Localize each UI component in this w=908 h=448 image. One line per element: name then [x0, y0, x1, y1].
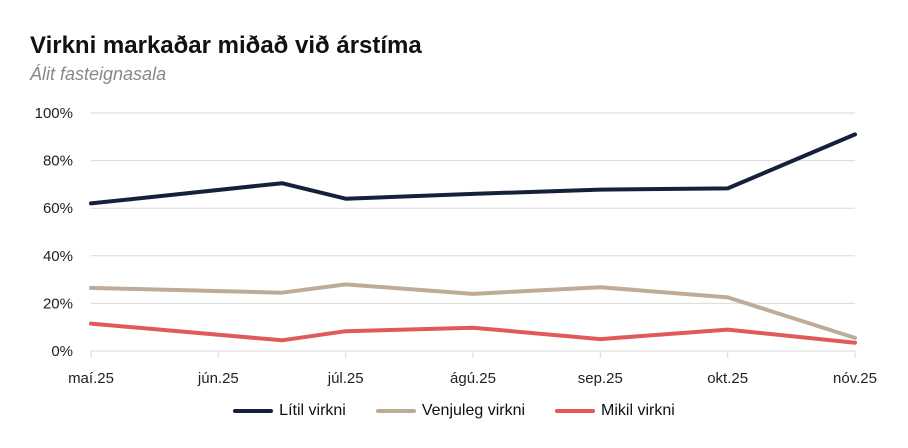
chart-title: Virkni markaðar miðað við árstíma [30, 32, 422, 59]
legend-item-venjuleg: Venjuleg virkni [375, 402, 526, 420]
x-tick-label: nóv.25 [833, 370, 877, 387]
legend-label: Mikil virkni [601, 402, 675, 419]
y-tick-label: 0% [51, 343, 73, 360]
legend-item-litil: Lítil virkni [233, 402, 346, 420]
grid-lines [91, 112, 855, 304]
series-line-3 [89, 321, 857, 345]
x-tick-label: sep.25 [578, 370, 623, 387]
x-axis [90, 350, 856, 358]
legend-swatch [375, 409, 416, 413]
y-axis-ticks: 0% 20% 40% 60% 80% 100% [35, 105, 73, 360]
series-line-1 [89, 132, 857, 206]
series-line-2 [89, 282, 857, 340]
y-tick-label: 20% [43, 295, 73, 312]
y-tick-label: 40% [43, 248, 73, 265]
series-lines [89, 132, 857, 345]
legend: Lítil virkni Venjuleg virkni Mikil virkn… [0, 402, 908, 420]
y-tick-label: 60% [43, 200, 73, 217]
y-tick-label: 100% [35, 105, 73, 122]
legend-item-mikil: Mikil virkni [555, 402, 675, 420]
legend-label: Venjuleg virkni [421, 402, 526, 419]
legend-swatch [233, 409, 274, 413]
x-tick-label: maí.25 [68, 370, 114, 387]
legend-swatch [555, 409, 596, 413]
chart-subtitle: Álit fasteignasala [30, 64, 167, 84]
y-tick-label: 80% [43, 153, 73, 170]
x-axis-ticks: maí.25 jún.25 júl.25 ágú.25 sep.25 okt.25 nóv.… [68, 370, 877, 387]
x-tick-label: okt.25 [707, 370, 748, 387]
x-tick-label: jún.25 [197, 370, 239, 387]
x-tick-label: júl.25 [327, 370, 364, 387]
line-chart: 0% 20% 40% 60% 80% 100% maí.25 jún.25 júl.25 ágú… [35, 105, 877, 387]
legend-label: Lítil virkni [279, 402, 346, 419]
x-tick-label: ágú.25 [450, 370, 496, 387]
